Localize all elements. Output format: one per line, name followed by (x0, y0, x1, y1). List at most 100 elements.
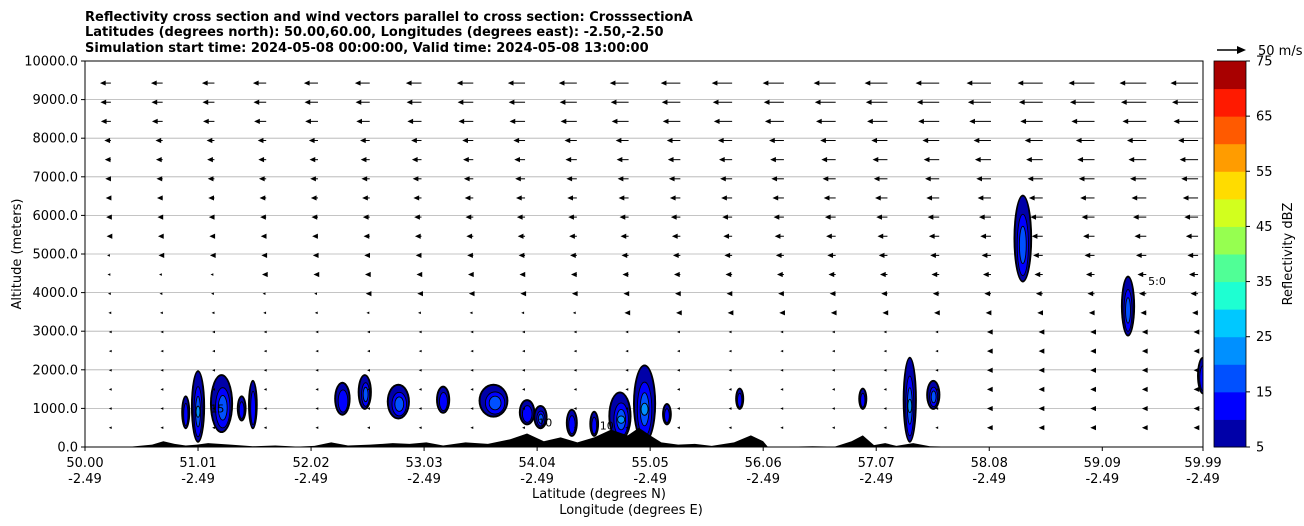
wind-vector-head (466, 233, 473, 239)
y-axis-label: Altitude (meters) (10, 199, 25, 310)
y-tick-label: 6000.0 (33, 209, 79, 224)
wind-vector-head (564, 137, 571, 144)
wind-vector-head (560, 118, 567, 124)
wind-vector-head (207, 157, 213, 163)
wind-vector-head (362, 195, 368, 201)
wind-vector-head (108, 311, 112, 315)
wind-vector-head (1135, 252, 1142, 258)
wind-vector-head (1172, 99, 1178, 105)
wind-vector-head (570, 271, 577, 278)
reflectivity-cell (357, 374, 372, 410)
wind-vector-head (1138, 291, 1145, 297)
wind-vector-head (1141, 367, 1148, 373)
wind-vector-head (211, 311, 215, 315)
wind-vector-head (623, 291, 630, 297)
wind-vector-head (772, 195, 779, 201)
contour-label: 10 (600, 420, 614, 433)
wind-vector-head (263, 330, 267, 334)
wind-vector-head (462, 137, 468, 144)
x-tick-label-lon: -2.49 (859, 472, 893, 487)
contour-fill (250, 390, 256, 426)
colorbar-tick-label: 45 (1256, 220, 1273, 235)
wind-vector-head (516, 195, 522, 201)
colorbar-tick-label: 35 (1256, 275, 1273, 290)
wind-vector-head (209, 252, 216, 258)
wind-vector-head (878, 252, 885, 258)
wind-vector-head (930, 252, 936, 258)
wind-vector-head (253, 99, 260, 105)
wind-vector-head (206, 137, 213, 144)
wind-vector-head (1024, 137, 1031, 144)
contour-fill (617, 415, 626, 424)
wind-vector-head (879, 271, 886, 278)
reflectivity-cell (608, 391, 632, 441)
wind-vector-head (156, 176, 163, 182)
wind-vector-head (624, 310, 631, 316)
x-tick-label-lat: 54.04 (519, 456, 556, 471)
wind-vector-head (922, 137, 929, 144)
contour-fill (737, 392, 743, 408)
x-tick-label-lon: -2.49 (746, 472, 780, 487)
contour-fill (1018, 225, 1027, 265)
wind-vector-head (314, 311, 318, 315)
wind-vector-head (981, 252, 988, 258)
wind-vector-head (418, 368, 422, 372)
wind-vector-head (1075, 137, 1082, 144)
wind-vector-head (831, 388, 835, 391)
wind-vector-head (367, 388, 370, 391)
wind-vector-head (780, 407, 784, 410)
wind-vector-head (625, 368, 629, 372)
x-tick-label-lat: 52.02 (292, 456, 329, 471)
wind-vector-head (831, 407, 835, 410)
wind-vector-head (728, 407, 732, 410)
wind-vector-head (356, 118, 363, 124)
wind-vector-head (105, 176, 111, 182)
wind-vector-head (1020, 118, 1027, 124)
wind-vector-head (456, 80, 463, 86)
wind-vector-head (1141, 425, 1148, 431)
wind-vector-head (1193, 386, 1200, 393)
wind-vector-head (918, 118, 924, 124)
contour-fill (537, 413, 544, 424)
wind-vector-head (518, 252, 525, 258)
colorbar-band (1214, 364, 1246, 393)
wind-vector-head (468, 291, 475, 297)
wind-vector-head (763, 99, 770, 105)
wind-vector-head (470, 426, 474, 429)
x-tick-label-lat: 50.00 (66, 456, 103, 471)
contour-label: 10 (538, 417, 552, 430)
wind-vector-head (1128, 157, 1135, 163)
wind-vector-head (464, 195, 471, 201)
reflectivity-cell (248, 379, 258, 430)
wind-vector-head (1185, 233, 1192, 239)
wind-vector-head (521, 311, 525, 315)
reflectivity-cell (1013, 194, 1033, 283)
wind-vector-head (666, 137, 673, 144)
colorbar-band (1214, 391, 1246, 420)
wind-vector-head (258, 176, 265, 182)
chart-title: Reflectivity cross section and wind vect… (85, 10, 693, 56)
wind-vector-head (1037, 310, 1043, 316)
wind-vector-head (621, 252, 628, 258)
wind-vector-head (1192, 310, 1198, 316)
wind-vector-head (304, 99, 311, 105)
wind-vector-head (367, 349, 370, 353)
contour-fill (183, 403, 189, 427)
reflectivity-cell (236, 395, 247, 422)
wind-vector-head (713, 118, 720, 124)
contour-fill (664, 408, 670, 424)
wind-vector-head (151, 118, 158, 124)
wind-vector-head (418, 349, 422, 353)
wind-vector-head (1173, 118, 1180, 124)
contour-fill (860, 392, 866, 408)
wind-vector-head (520, 291, 527, 297)
wind-vector-head (966, 80, 973, 86)
wind-vector-head (573, 349, 577, 353)
wind-vector-head (411, 137, 417, 144)
wind-vector-head (1137, 271, 1144, 278)
x-tick-label-lat: 51.01 (179, 456, 216, 471)
wind-vector-head (463, 157, 469, 163)
contour-fill (217, 395, 228, 421)
y-tick-label: 10000.0 (24, 55, 78, 70)
wind-vector-head (367, 330, 370, 334)
